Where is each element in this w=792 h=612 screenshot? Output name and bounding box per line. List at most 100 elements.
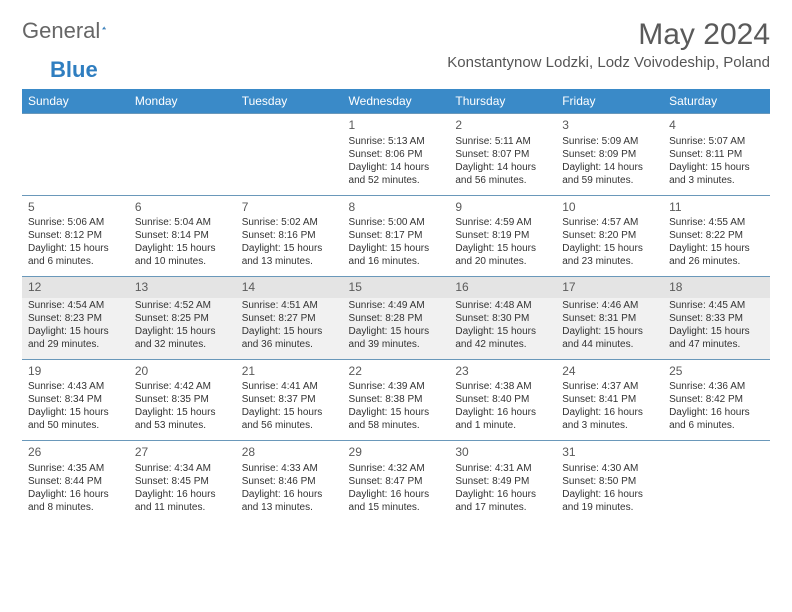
day-cell: 31Sunrise: 4:30 AMSunset: 8:50 PMDayligh… <box>556 441 663 522</box>
sunset-text: Sunset: 8:17 PM <box>349 229 444 242</box>
sunrise-text: Sunrise: 5:07 AM <box>669 135 764 148</box>
sunset-text: Sunset: 8:30 PM <box>455 312 550 325</box>
day-cell: 20Sunrise: 4:42 AMSunset: 8:35 PMDayligh… <box>129 359 236 441</box>
day-cell: 17Sunrise: 4:46 AMSunset: 8:31 PMDayligh… <box>556 277 663 360</box>
calendar-week: 5Sunrise: 5:06 AMSunset: 8:12 PMDaylight… <box>22 195 770 277</box>
daylight-text: Daylight: 14 hours and 52 minutes. <box>349 161 444 187</box>
month-title: May 2024 <box>447 18 770 52</box>
daylight-text: Daylight: 15 hours and 44 minutes. <box>562 325 657 351</box>
sunrise-text: Sunrise: 4:33 AM <box>242 462 337 475</box>
daylight-text: Daylight: 16 hours and 1 minute. <box>455 406 550 432</box>
sunset-text: Sunset: 8:12 PM <box>28 229 123 242</box>
daylight-text: Daylight: 15 hours and 16 minutes. <box>349 242 444 268</box>
sunrise-text: Sunrise: 4:46 AM <box>562 299 657 312</box>
sunrise-text: Sunrise: 4:35 AM <box>28 462 123 475</box>
sunset-text: Sunset: 8:42 PM <box>669 393 764 406</box>
day-number: 10 <box>562 200 657 216</box>
daylight-text: Daylight: 15 hours and 13 minutes. <box>242 242 337 268</box>
day-cell: 28Sunrise: 4:33 AMSunset: 8:46 PMDayligh… <box>236 441 343 522</box>
day-number: 17 <box>556 277 663 298</box>
sunrise-text: Sunrise: 5:11 AM <box>455 135 550 148</box>
sunset-text: Sunset: 8:20 PM <box>562 229 657 242</box>
calendar-week: 1Sunrise: 5:13 AMSunset: 8:06 PMDaylight… <box>22 114 770 196</box>
sunset-text: Sunset: 8:25 PM <box>135 312 230 325</box>
daylight-text: Daylight: 15 hours and 42 minutes. <box>455 325 550 351</box>
day-number: 19 <box>28 364 123 380</box>
sunrise-text: Sunrise: 4:45 AM <box>669 299 764 312</box>
sunrise-text: Sunrise: 4:42 AM <box>135 380 230 393</box>
day-cell: 9Sunrise: 4:59 AMSunset: 8:19 PMDaylight… <box>449 195 556 277</box>
sunset-text: Sunset: 8:11 PM <box>669 148 764 161</box>
day-number: 16 <box>449 277 556 298</box>
calendar-table: SundayMondayTuesdayWednesdayThursdayFrid… <box>22 89 770 522</box>
day-number: 26 <box>28 445 123 461</box>
day-cell: 25Sunrise: 4:36 AMSunset: 8:42 PMDayligh… <box>663 359 770 441</box>
day-number: 20 <box>135 364 230 380</box>
sunrise-text: Sunrise: 5:09 AM <box>562 135 657 148</box>
day-number: 12 <box>22 277 129 298</box>
day-cell: 4Sunrise: 5:07 AMSunset: 8:11 PMDaylight… <box>663 114 770 196</box>
sunrise-text: Sunrise: 4:39 AM <box>349 380 444 393</box>
sunset-text: Sunset: 8:37 PM <box>242 393 337 406</box>
daylight-text: Daylight: 15 hours and 58 minutes. <box>349 406 444 432</box>
sunrise-text: Sunrise: 5:13 AM <box>349 135 444 148</box>
day-number: 29 <box>349 445 444 461</box>
sunrise-text: Sunrise: 4:49 AM <box>349 299 444 312</box>
day-cell: 15Sunrise: 4:49 AMSunset: 8:28 PMDayligh… <box>343 277 450 360</box>
day-header: Wednesday <box>343 89 450 114</box>
day-cell: 29Sunrise: 4:32 AMSunset: 8:47 PMDayligh… <box>343 441 450 522</box>
daylight-text: Daylight: 16 hours and 13 minutes. <box>242 488 337 514</box>
sunrise-text: Sunrise: 4:54 AM <box>28 299 123 312</box>
sunset-text: Sunset: 8:22 PM <box>669 229 764 242</box>
day-number: 28 <box>242 445 337 461</box>
day-header: Monday <box>129 89 236 114</box>
daylight-text: Daylight: 16 hours and 19 minutes. <box>562 488 657 514</box>
empty-cell <box>129 114 236 196</box>
sunset-text: Sunset: 8:49 PM <box>455 475 550 488</box>
day-number: 6 <box>135 200 230 216</box>
daylight-text: Daylight: 16 hours and 11 minutes. <box>135 488 230 514</box>
location: Konstantynow Lodzki, Lodz Voivodeship, P… <box>447 54 770 71</box>
title-block: May 2024 Konstantynow Lodzki, Lodz Voivo… <box>447 18 770 71</box>
day-cell: 3Sunrise: 5:09 AMSunset: 8:09 PMDaylight… <box>556 114 663 196</box>
sunset-text: Sunset: 8:06 PM <box>349 148 444 161</box>
sunrise-text: Sunrise: 4:41 AM <box>242 380 337 393</box>
day-number: 11 <box>669 200 764 216</box>
daylight-text: Daylight: 15 hours and 6 minutes. <box>28 242 123 268</box>
day-number: 9 <box>455 200 550 216</box>
sunrise-text: Sunrise: 4:38 AM <box>455 380 550 393</box>
day-number: 1 <box>349 118 444 134</box>
daylight-text: Daylight: 16 hours and 17 minutes. <box>455 488 550 514</box>
day-header: Friday <box>556 89 663 114</box>
daylight-text: Daylight: 15 hours and 26 minutes. <box>669 242 764 268</box>
sunrise-text: Sunrise: 4:30 AM <box>562 462 657 475</box>
day-cell: 22Sunrise: 4:39 AMSunset: 8:38 PMDayligh… <box>343 359 450 441</box>
brand-part2: Blue <box>50 57 98 83</box>
sunset-text: Sunset: 8:35 PM <box>135 393 230 406</box>
sunrise-text: Sunrise: 4:32 AM <box>349 462 444 475</box>
sunset-text: Sunset: 8:33 PM <box>669 312 764 325</box>
sunset-text: Sunset: 8:27 PM <box>242 312 337 325</box>
daylight-text: Daylight: 15 hours and 36 minutes. <box>242 325 337 351</box>
sunrise-text: Sunrise: 5:06 AM <box>28 216 123 229</box>
day-cell: 23Sunrise: 4:38 AMSunset: 8:40 PMDayligh… <box>449 359 556 441</box>
day-header: Sunday <box>22 89 129 114</box>
sunrise-text: Sunrise: 4:34 AM <box>135 462 230 475</box>
sunset-text: Sunset: 8:14 PM <box>135 229 230 242</box>
day-cell: 8Sunrise: 5:00 AMSunset: 8:17 PMDaylight… <box>343 195 450 277</box>
sunset-text: Sunset: 8:47 PM <box>349 475 444 488</box>
daylight-text: Daylight: 15 hours and 3 minutes. <box>669 161 764 187</box>
daylight-text: Daylight: 15 hours and 29 minutes. <box>28 325 123 351</box>
sail-icon <box>102 18 106 38</box>
daylight-text: Daylight: 16 hours and 8 minutes. <box>28 488 123 514</box>
sunrise-text: Sunrise: 5:00 AM <box>349 216 444 229</box>
day-header: Saturday <box>663 89 770 114</box>
calendar-body: 1Sunrise: 5:13 AMSunset: 8:06 PMDaylight… <box>22 114 770 522</box>
day-cell: 10Sunrise: 4:57 AMSunset: 8:20 PMDayligh… <box>556 195 663 277</box>
sunset-text: Sunset: 8:46 PM <box>242 475 337 488</box>
day-header: Thursday <box>449 89 556 114</box>
sunset-text: Sunset: 8:23 PM <box>28 312 123 325</box>
sunrise-text: Sunrise: 4:57 AM <box>562 216 657 229</box>
sunrise-text: Sunrise: 4:37 AM <box>562 380 657 393</box>
empty-cell <box>22 114 129 196</box>
